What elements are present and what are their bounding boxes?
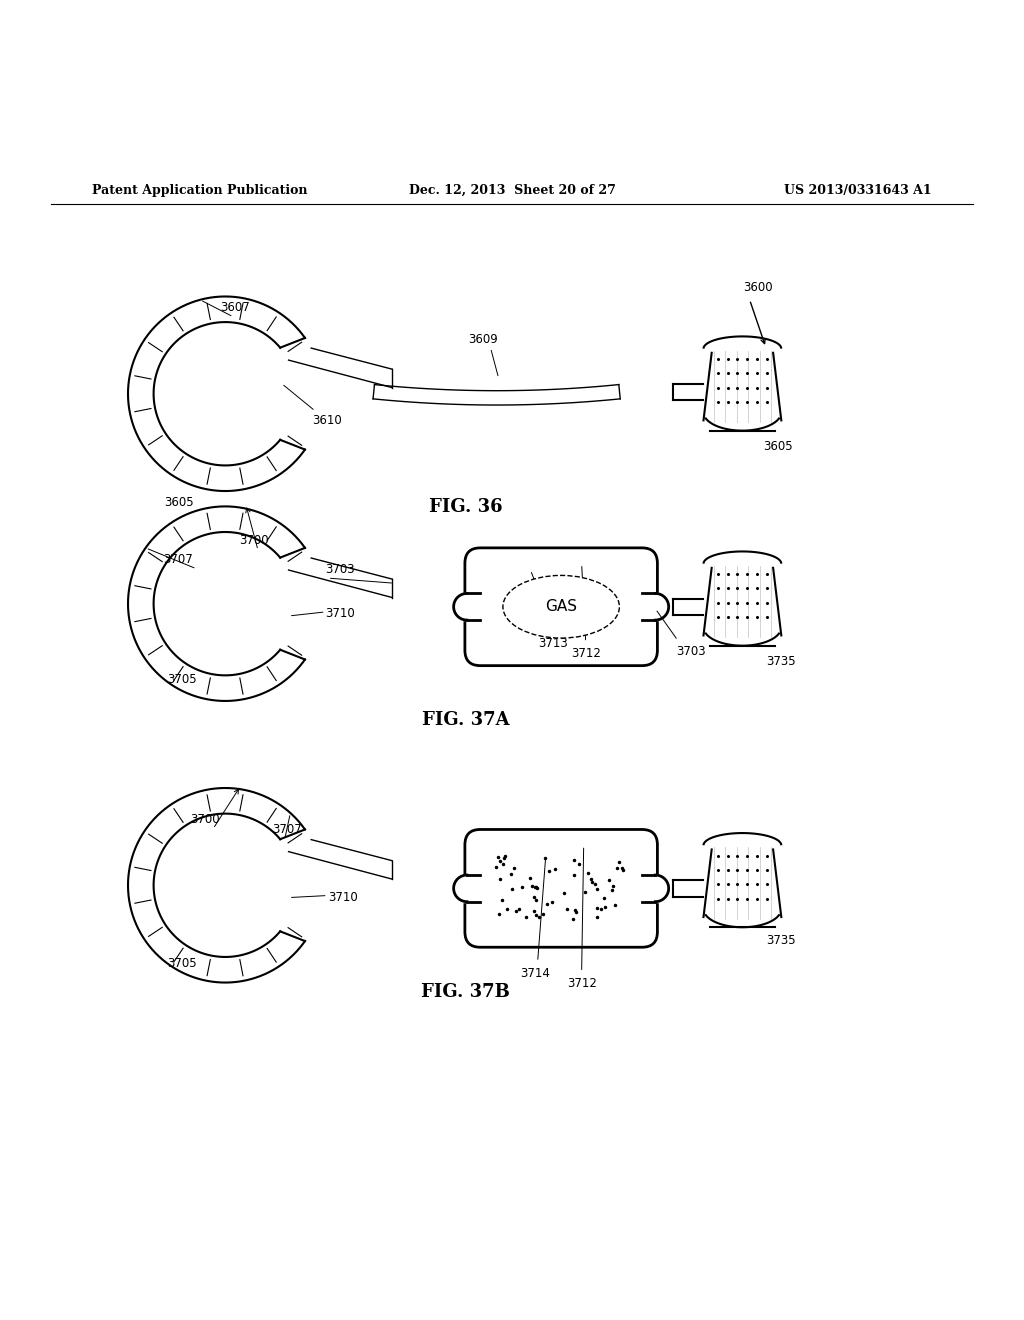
Text: 3610: 3610: [312, 414, 342, 428]
Text: 3703: 3703: [326, 564, 355, 576]
Text: 3600: 3600: [743, 281, 772, 294]
Text: US 2013/0331643 A1: US 2013/0331643 A1: [784, 183, 932, 197]
FancyBboxPatch shape: [465, 829, 657, 948]
Text: FIG. 37A: FIG. 37A: [422, 711, 510, 729]
Text: 3735: 3735: [766, 655, 796, 668]
Ellipse shape: [503, 576, 620, 638]
Bar: [642, 875, 663, 902]
Bar: [460, 875, 480, 902]
Text: 3735: 3735: [766, 935, 796, 948]
Text: 3700: 3700: [240, 535, 268, 548]
Text: 3712: 3712: [570, 647, 601, 660]
Text: Dec. 12, 2013  Sheet 20 of 27: Dec. 12, 2013 Sheet 20 of 27: [409, 183, 615, 197]
Text: Patent Application Publication: Patent Application Publication: [92, 183, 307, 197]
FancyBboxPatch shape: [465, 548, 657, 665]
Ellipse shape: [696, 837, 788, 940]
Text: 3607: 3607: [220, 301, 251, 314]
Text: 3710: 3710: [328, 891, 357, 904]
Text: FIG. 37B: FIG. 37B: [422, 982, 510, 1001]
Text: 3713: 3713: [538, 638, 568, 651]
Text: 3712: 3712: [566, 977, 597, 990]
Text: FIG. 36: FIG. 36: [429, 498, 503, 516]
Text: 3700: 3700: [190, 813, 219, 826]
Text: 3705: 3705: [168, 957, 197, 970]
Text: 3707: 3707: [163, 553, 193, 566]
Text: 3714: 3714: [520, 968, 551, 981]
Text: 3605: 3605: [165, 496, 194, 510]
Text: GAS: GAS: [545, 599, 578, 614]
Bar: [460, 594, 480, 620]
Text: 3707: 3707: [271, 824, 302, 836]
Text: 3605: 3605: [763, 440, 793, 453]
Ellipse shape: [696, 556, 788, 657]
Text: 3705: 3705: [168, 673, 197, 686]
Text: 3710: 3710: [326, 607, 355, 620]
Text: 3609: 3609: [468, 333, 499, 346]
Text: 3703: 3703: [676, 644, 706, 657]
Ellipse shape: [696, 341, 788, 444]
Bar: [642, 594, 663, 620]
